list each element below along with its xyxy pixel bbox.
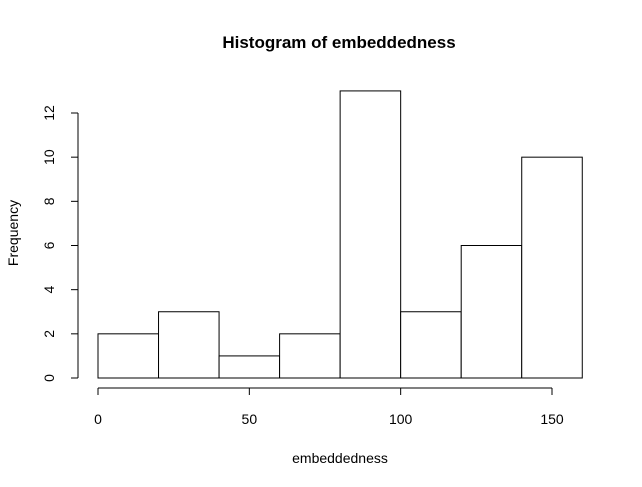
x-axis: 0 50 100 150 <box>94 387 564 427</box>
x-tick-label-1: 50 <box>242 411 258 427</box>
y-axis: 0 2 4 6 8 10 12 <box>41 105 79 382</box>
histogram-bar-4 <box>339 90 402 379</box>
histogram-bar-1 <box>158 311 220 379</box>
y-tick-label-4: 8 <box>41 197 57 205</box>
bars-group <box>97 90 583 379</box>
histogram-bar-5 <box>400 311 462 379</box>
x-tick-label-3: 150 <box>540 411 564 427</box>
y-tick-label-0: 0 <box>41 374 57 382</box>
x-tick-label-0: 0 <box>94 411 102 427</box>
y-tick-label-5: 10 <box>41 149 57 165</box>
histogram-bar-3 <box>279 333 341 379</box>
histogram-bar-0 <box>97 333 160 379</box>
histogram-bar-7 <box>521 156 583 379</box>
y-tick-label-3: 6 <box>41 241 57 249</box>
y-axis-label: Frequency <box>5 200 21 266</box>
histogram-bar-2 <box>218 355 281 379</box>
y-tick-label-6: 12 <box>41 105 57 121</box>
histogram-bar-6 <box>460 245 523 379</box>
y-tick-label-2: 4 <box>41 286 57 294</box>
y-tick-label-1: 2 <box>41 330 57 338</box>
chart-title: Histogram of embeddedness <box>222 33 455 52</box>
x-tick-label-2: 100 <box>389 411 413 427</box>
x-axis-label: embeddedness <box>292 450 388 466</box>
